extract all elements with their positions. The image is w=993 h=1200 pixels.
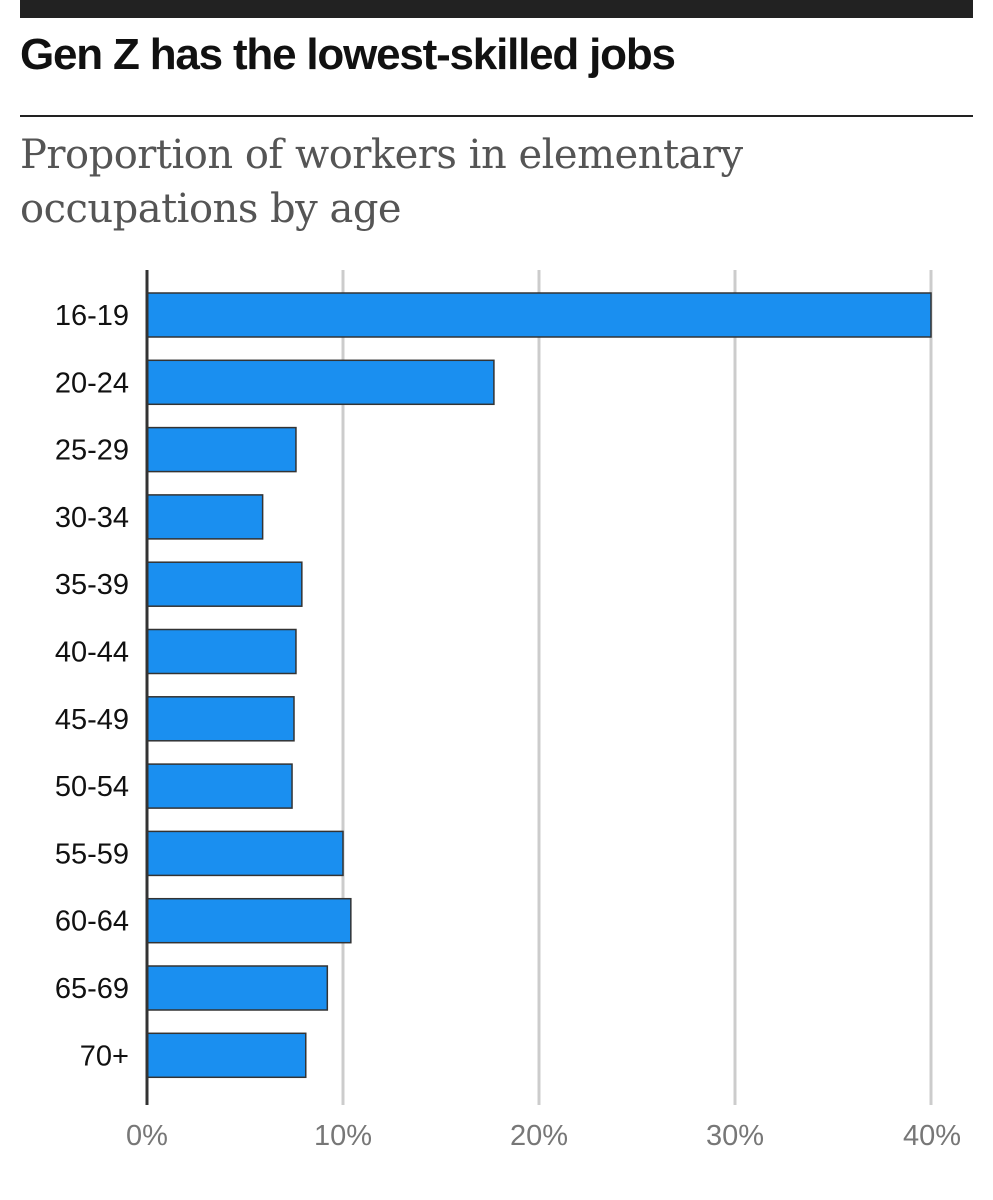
chart-title: Gen Z has the lowest-skilled jobs	[20, 30, 676, 79]
x-tick-label-10: 10%	[314, 1120, 372, 1152]
x-tick-label-40: 40%	[903, 1120, 961, 1152]
bar-25-29	[146, 426, 297, 473]
bar-16-19	[146, 292, 932, 338]
category-label-55-59: 55-59	[55, 838, 129, 870]
bar-40-44	[146, 628, 297, 675]
bar-30-34	[146, 494, 264, 540]
category-label-50-54: 50-54	[55, 771, 129, 803]
category-label-20-24: 20-24	[55, 367, 129, 399]
bar-35-39	[146, 561, 303, 607]
top-bar	[20, 0, 973, 18]
bar-70+	[146, 1032, 307, 1079]
bar-20-24	[146, 359, 495, 406]
x-tick-label-20: 20%	[510, 1120, 568, 1152]
chart-subtitle: Proportion of workers in elementary occu…	[20, 132, 743, 232]
x-tick-label-30: 30%	[706, 1120, 764, 1152]
bar-65-69	[146, 965, 329, 1011]
category-label-70+: 70+	[80, 1040, 129, 1072]
category-label-30-34: 30-34	[55, 502, 129, 534]
category-label-40-44: 40-44	[55, 637, 129, 669]
category-label-25-29: 25-29	[55, 435, 129, 467]
bar-60-64	[146, 897, 352, 944]
x-tick-label-0: 0%	[126, 1120, 168, 1152]
title-divider	[20, 115, 973, 117]
bar-55-59	[146, 830, 344, 877]
bar-45-49	[146, 696, 295, 742]
category-label-60-64: 60-64	[55, 906, 129, 938]
category-label-35-39: 35-39	[55, 569, 129, 601]
bar-50-54	[146, 763, 293, 809]
category-label-45-49: 45-49	[55, 704, 129, 736]
category-label-16-19: 16-19	[55, 300, 129, 332]
category-label-65-69: 65-69	[55, 973, 129, 1005]
